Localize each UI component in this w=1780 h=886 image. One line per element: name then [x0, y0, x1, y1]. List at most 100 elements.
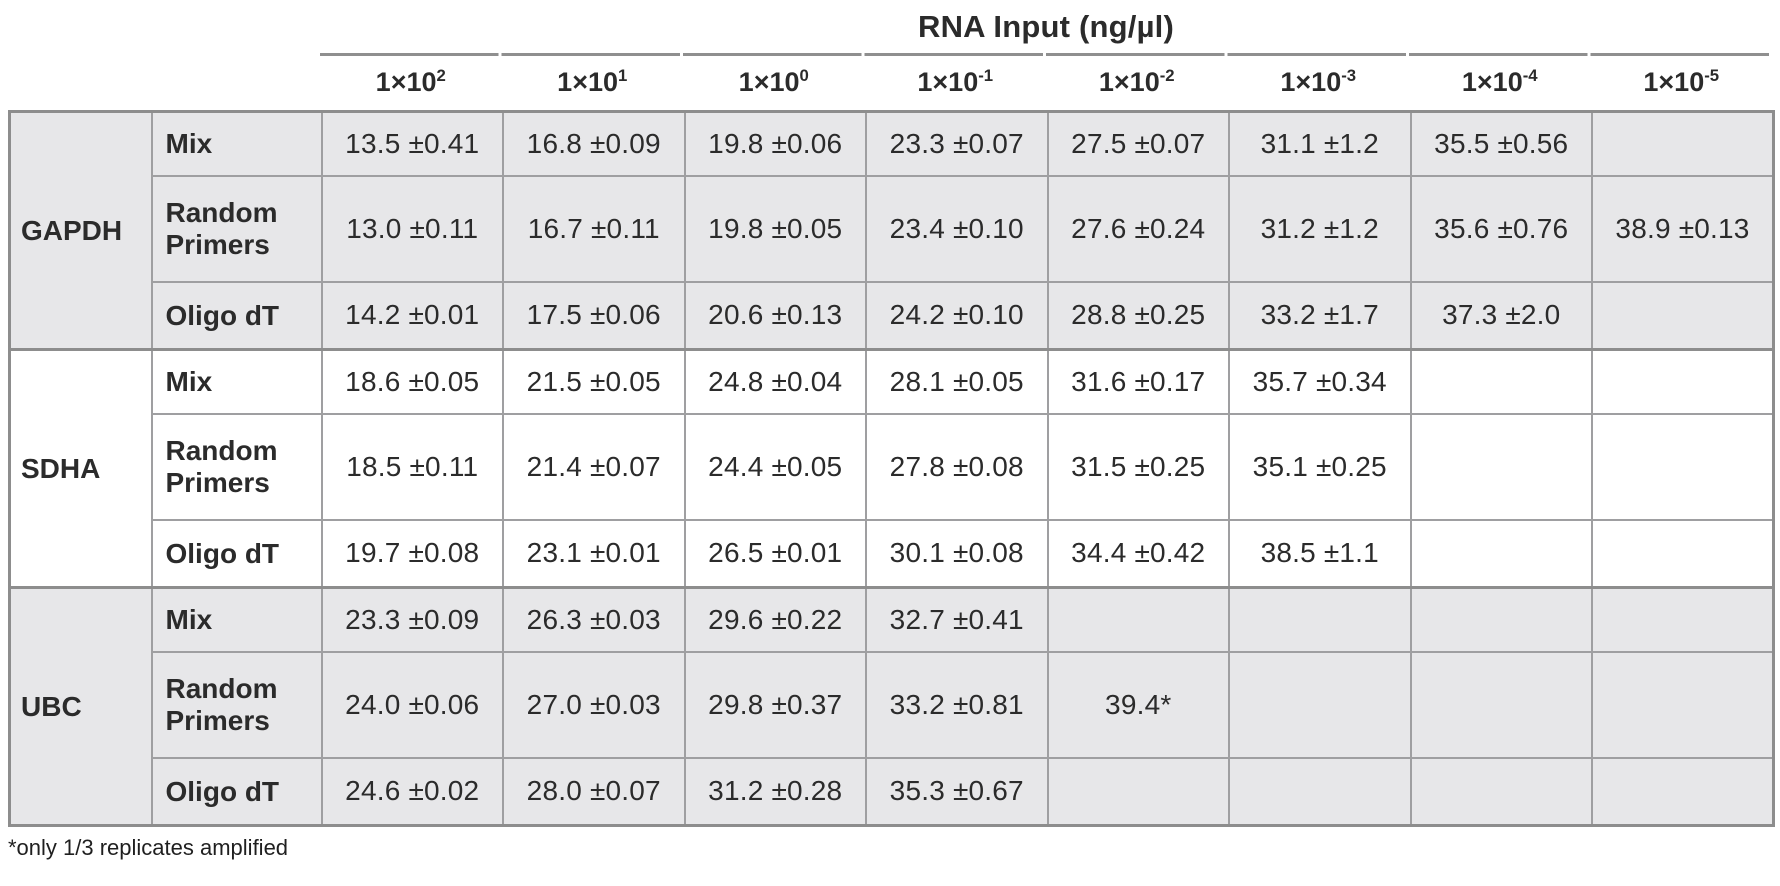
header-underline: [320, 53, 1772, 56]
column-header: 1×102: [320, 56, 502, 110]
footnote: *only 1/3 replicates amplified: [8, 835, 289, 860]
ct-value-cell: 39.4*: [1046, 650, 1230, 759]
column-header: 1×10-2: [1046, 56, 1228, 110]
gene-group-ubc: UBC Mix 23.3 ±0.09 26.3 ±0.03 29.6 ±0.22…: [8, 586, 1775, 827]
ct-value-cell: [1409, 586, 1593, 653]
ct-value-cell: 13.0 ±0.11: [320, 174, 504, 283]
header-base: 1×10: [1643, 67, 1705, 97]
ct-value-cell: 16.7 ±0.11: [502, 174, 686, 283]
column-header: 1×10-5: [1591, 56, 1773, 110]
ct-value-cell: [1591, 110, 1775, 177]
ct-value-cell: 28.8 ±0.25: [1046, 280, 1230, 351]
gene-label: UBC: [8, 586, 153, 827]
header-exponent: -5: [1704, 66, 1720, 85]
table-row: GAPDH Mix 13.5 ±0.41 16.8 ±0.09 19.8 ±0.…: [8, 110, 1775, 351]
primer-label: Mix: [150, 110, 323, 177]
table-row: Oligo dT 19.7 ±0.08 23.1 ±0.01 26.5 ±0.0…: [10, 518, 1775, 589]
header-base: 1×10: [1461, 67, 1523, 97]
ct-value-cell: 27.5 ±0.07: [1046, 110, 1230, 177]
header-base: 1×10: [738, 67, 800, 97]
ct-value-cell: 26.5 ±0.01: [683, 518, 867, 589]
header-base: 1×10: [917, 67, 979, 97]
ct-value-cell: 16.8 ±0.09: [502, 110, 686, 177]
ct-value-cell: 27.8 ±0.08: [865, 412, 1049, 521]
header-base: 1×10: [1280, 67, 1342, 97]
ct-value-cell: 35.6 ±0.76: [1409, 174, 1593, 283]
ct-value-cell: 20.6 ±0.13: [683, 280, 867, 351]
ct-value-cell: 31.2 ±1.2: [1228, 174, 1412, 283]
ct-value-cell: [1591, 586, 1775, 653]
column-header: 1×100: [683, 56, 865, 110]
ct-value-cell: 35.5 ±0.56: [1409, 110, 1593, 177]
ct-value-cell: 31.6 ±0.17: [1046, 348, 1230, 415]
ct-value-cell: 24.6 ±0.02: [320, 756, 504, 827]
ct-value-cell: 24.4 ±0.05: [683, 412, 867, 521]
header-base: 1×10: [1098, 67, 1160, 97]
header-exponent: -4: [1522, 66, 1538, 85]
ct-value-cell: [1046, 756, 1230, 827]
ct-value-cell: 18.5 ±0.11: [320, 412, 504, 521]
ct-value-cell: 38.9 ±0.13: [1591, 174, 1775, 283]
ct-value-cell: [1409, 518, 1593, 589]
table-row: Oligo dT 24.6 ±0.02 28.0 ±0.07 31.2 ±0.2…: [10, 756, 1775, 827]
ct-value-cell: 19.8 ±0.05: [683, 174, 867, 283]
ct-value-cell: [1409, 348, 1593, 415]
primer-label: Oligo dT: [150, 518, 323, 589]
header-exponent: -2: [1159, 66, 1175, 85]
ct-value-cell: [1591, 348, 1775, 415]
table-row: Oligo dT 14.2 ±0.01 17.5 ±0.06 20.6 ±0.1…: [10, 280, 1775, 351]
ct-value-cell: 26.3 ±0.03: [502, 586, 686, 653]
ct-value-cell: 23.3 ±0.09: [320, 586, 504, 653]
gene-group-gapdh: GAPDH Mix 13.5 ±0.41 16.8 ±0.09 19.8 ±0.…: [8, 110, 1775, 351]
ct-value-cell: 28.1 ±0.05: [865, 348, 1049, 415]
ct-value-cell: [1409, 412, 1593, 521]
table-row: Random Primers 13.0 ±0.11 16.7 ±0.11 19.…: [10, 174, 1775, 283]
gene-label: GAPDH: [8, 110, 153, 351]
ct-value-cell: 24.2 ±0.10: [865, 280, 1049, 351]
header-exponent: 0: [799, 66, 809, 85]
table-header: RNA Input (ng/µl) 1×102 1×101 1×100 1×10…: [320, 0, 1772, 110]
ct-value-cell: 13.5 ±0.41: [320, 110, 504, 177]
gene-group-sdha: SDHA Mix 18.6 ±0.05 21.5 ±0.05 24.8 ±0.0…: [8, 348, 1775, 589]
header-exponent: -3: [1341, 66, 1357, 85]
ct-value-cell: 33.2 ±1.7: [1228, 280, 1412, 351]
ct-value-cell: 19.7 ±0.08: [320, 518, 504, 589]
ct-value-cell: 27.6 ±0.24: [1046, 174, 1230, 283]
primer-label: Random Primers: [150, 650, 323, 759]
table-row: SDHA Mix 18.6 ±0.05 21.5 ±0.05 24.8 ±0.0…: [8, 348, 1775, 589]
ct-value-cell: 30.1 ±0.08: [865, 518, 1049, 589]
ct-value-cell: 21.5 ±0.05: [502, 348, 686, 415]
column-header: 1×10-4: [1409, 56, 1591, 110]
column-header: 1×10-1: [865, 56, 1047, 110]
ct-value-cell: [1228, 756, 1412, 827]
ct-value-cell: [1591, 280, 1775, 351]
ct-value-cell: 38.5 ±1.1: [1228, 518, 1412, 589]
table-row: Random Primers 18.5 ±0.11 21.4 ±0.07 24.…: [10, 412, 1775, 521]
ct-value-cell: 33.2 ±0.81: [865, 650, 1049, 759]
table-row: UBC Mix 23.3 ±0.09 26.3 ±0.03 29.6 ±0.22…: [8, 586, 1775, 827]
header-base: 1×10: [375, 67, 437, 97]
ct-value-cell: 17.5 ±0.06: [502, 280, 686, 351]
ct-value-cell: 28.0 ±0.07: [502, 756, 686, 827]
ct-value-cell: 37.3 ±2.0: [1409, 280, 1593, 351]
ct-value-cell: [1591, 650, 1775, 759]
ct-value-cell: [1409, 756, 1593, 827]
ct-value-cell: 23.3 ±0.07: [865, 110, 1049, 177]
ct-value-cell: [1228, 650, 1412, 759]
ct-value-cell: 31.1 ±1.2: [1228, 110, 1412, 177]
ct-value-cell: 35.7 ±0.34: [1228, 348, 1412, 415]
ct-value-cell: [1591, 518, 1775, 589]
ct-value-cell: 27.0 ±0.03: [502, 650, 686, 759]
table-row: Random Primers 24.0 ±0.06 27.0 ±0.03 29.…: [10, 650, 1775, 759]
ct-value-cell: 18.6 ±0.05: [320, 348, 504, 415]
ct-value-cell: 14.2 ±0.01: [320, 280, 504, 351]
ct-value-cell: 21.4 ±0.07: [502, 412, 686, 521]
ct-value-cell: [1409, 650, 1593, 759]
ct-value-cell: 35.1 ±0.25: [1228, 412, 1412, 521]
ct-value-cell: 31.2 ±0.28: [683, 756, 867, 827]
ct-value-cell: 19.8 ±0.06: [683, 110, 867, 177]
primer-label: Oligo dT: [150, 280, 323, 351]
ct-value-cell: 24.8 ±0.04: [683, 348, 867, 415]
primer-label: Random Primers: [150, 412, 323, 521]
